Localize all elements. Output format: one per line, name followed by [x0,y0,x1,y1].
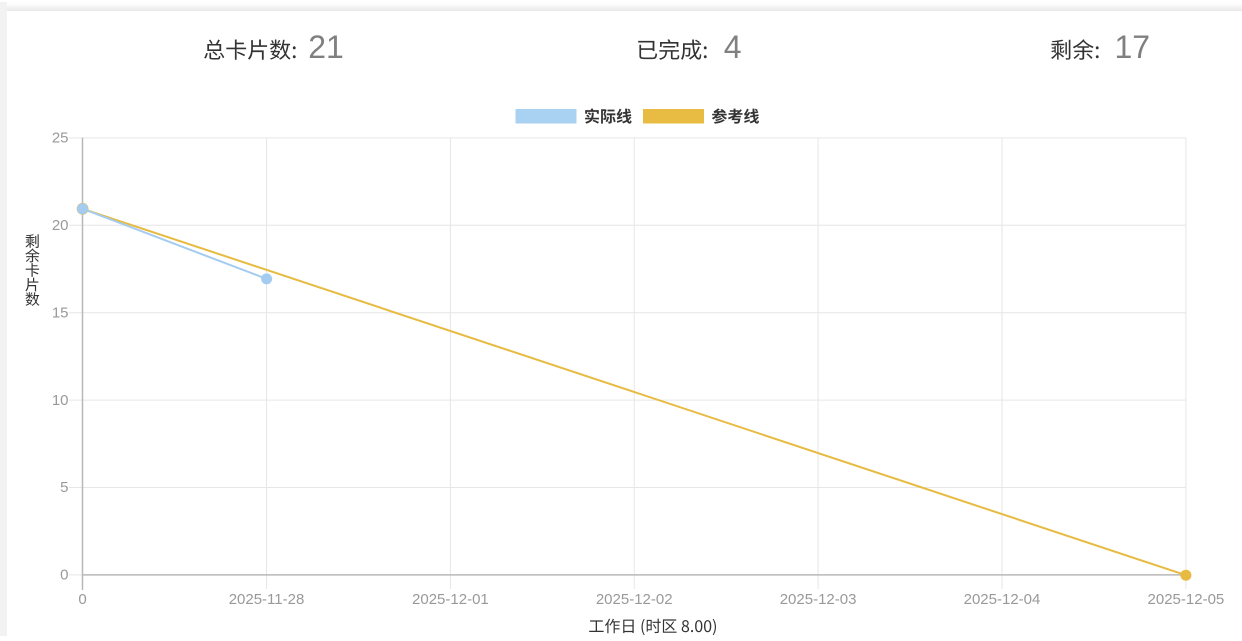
svg-text:2025-12-02: 2025-12-02 [596,591,673,608]
svg-text:2025-12-05: 2025-12-05 [1148,591,1225,608]
svg-text:0: 0 [60,567,68,584]
svg-text:2025-12-01: 2025-12-01 [412,591,489,608]
svg-text:2025-11-28: 2025-11-28 [229,591,305,608]
svg-text:20: 20 [52,217,69,234]
svg-text:25: 25 [52,130,69,147]
svg-text:17: 17 [1115,29,1151,65]
svg-text:4: 4 [724,29,742,65]
svg-text:0: 0 [78,591,86,608]
svg-text:5: 5 [60,479,68,496]
svg-text:15: 15 [52,304,69,321]
svg-text:21: 21 [308,29,344,65]
svg-text:2025-12-04: 2025-12-04 [964,591,1041,608]
svg-text:10: 10 [52,392,69,409]
svg-text:2025-12-03: 2025-12-03 [780,591,857,608]
